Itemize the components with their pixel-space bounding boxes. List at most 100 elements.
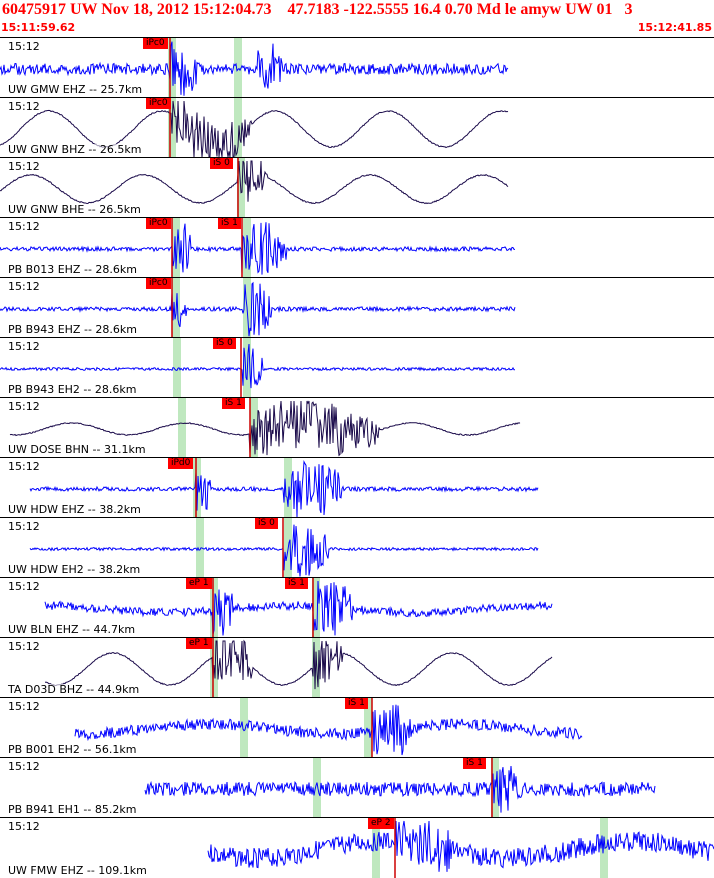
station-channel-label: PB B943 EH2 -- 28.6km bbox=[8, 383, 137, 396]
station-channel-label: PB B001 EH2 -- 56.1km bbox=[8, 743, 137, 756]
pick-label[interactable]: iS 0 bbox=[210, 158, 233, 169]
waveform-trace bbox=[207, 820, 714, 872]
seismogram-panels: iPc0 15:12 UW GMW EHZ -- 25.7km iPc0 15:12 UW… bbox=[0, 37, 714, 878]
waveform-trace bbox=[29, 460, 539, 517]
pick-label[interactable]: iPc0 bbox=[146, 98, 171, 109]
seismogram-panel[interactable]: iPd0 15:12 UW HDW EHZ -- 38.2km bbox=[0, 457, 714, 517]
waveform-trace bbox=[0, 222, 515, 275]
waveform-trace bbox=[0, 343, 515, 389]
pick-label[interactable]: iPc0 bbox=[146, 278, 171, 289]
waveform-canvas bbox=[44, 638, 553, 697]
seismogram-panel[interactable]: iPc0 15:12 UW GNW BHZ -- 26.5km bbox=[0, 97, 714, 157]
waveform-canvas bbox=[29, 518, 539, 577]
waveform-canvas bbox=[9, 398, 521, 457]
waveform-trace bbox=[0, 41, 509, 96]
panel-time-label: 15:12 bbox=[8, 100, 40, 113]
station-channel-label: UW GNW BHE -- 26.5km bbox=[8, 203, 141, 216]
station-channel-label: UW GNW BHZ -- 26.5km bbox=[8, 143, 142, 156]
waveform-trace bbox=[144, 765, 656, 813]
pick-label[interactable]: iPd0 bbox=[168, 458, 194, 469]
panel-time-label: 15:12 bbox=[8, 640, 40, 653]
panel-time-label: 15:12 bbox=[8, 520, 40, 533]
pick-label[interactable]: eP 1 bbox=[186, 638, 212, 649]
seismogram-panel[interactable]: iS 0 15:12 PB B943 EH2 -- 28.6km bbox=[0, 337, 714, 397]
seismogram-panel[interactable]: iS 1 15:12 UW DOSE BHN -- 31.1km bbox=[0, 397, 714, 457]
window-end-time: 15:12:41.85 bbox=[637, 21, 712, 34]
station-channel-label: UW GMW EHZ -- 25.7km bbox=[8, 83, 143, 96]
predicted-arrival-band bbox=[364, 698, 372, 757]
predicted-arrival-band bbox=[210, 578, 218, 637]
waveform-trace bbox=[44, 580, 553, 636]
seismogram-panel[interactable]: iS 0 15:12 UW GNW BHE -- 26.5km bbox=[0, 157, 714, 217]
seismogram-panel[interactable]: iS 0 15:12 UW HDW EH2 -- 38.2km bbox=[0, 517, 714, 577]
pick-label[interactable]: iS 0 bbox=[213, 338, 236, 349]
pick-label[interactable]: eP 2 bbox=[368, 818, 394, 829]
station-channel-label: UW BLN EHZ -- 44.7km bbox=[8, 623, 136, 636]
seismogram-panel[interactable]: iPc0 15:12 UW GMW EHZ -- 25.7km bbox=[0, 37, 714, 97]
station-channel-label: PB B941 EH1 -- 85.2km bbox=[8, 803, 137, 816]
pick-label[interactable]: iS 1 bbox=[218, 218, 241, 229]
waveform-canvas bbox=[0, 38, 509, 97]
pick-label[interactable]: eP 1 bbox=[186, 578, 212, 589]
event-title: 60475917 UW Nov 18, 2012 15:12:04.73 47.… bbox=[2, 1, 633, 18]
waveform-canvas bbox=[29, 458, 539, 517]
seismogram-panel[interactable]: iPc0 15:12 PB B943 EHZ -- 28.6km bbox=[0, 277, 714, 337]
predicted-arrival-band bbox=[240, 698, 248, 757]
waveform-canvas bbox=[74, 698, 583, 757]
panel-time-label: 15:12 bbox=[8, 820, 40, 833]
seismogram-panel[interactable]: iPc0 iS 1 15:12 PB B013 EHZ -- 28.6km bbox=[0, 217, 714, 277]
pick-label[interactable]: iS 1 bbox=[285, 578, 308, 589]
waveform-canvas bbox=[44, 578, 553, 637]
station-channel-label: TA D03D BHZ -- 44.9km bbox=[8, 683, 140, 696]
seismogram-panel[interactable]: eP 2 15:12 UW FMW EHZ -- 109.1km bbox=[0, 817, 714, 878]
seismogram-panel[interactable]: iS 1 15:12 PB B941 EH1 -- 85.2km bbox=[0, 757, 714, 817]
predicted-arrival-band bbox=[178, 398, 186, 457]
seismogram-panel[interactable]: eP 1 iS 1 15:12 UW BLN EHZ -- 44.7km bbox=[0, 577, 714, 637]
pick-label[interactable]: iS 1 bbox=[345, 698, 368, 709]
panel-time-label: 15:12 bbox=[8, 400, 40, 413]
seismogram-panel[interactable]: iS 1 15:12 PB B001 EH2 -- 56.1km bbox=[0, 697, 714, 757]
station-channel-label: UW HDW EHZ -- 38.2km bbox=[8, 503, 141, 516]
waveform-trace bbox=[44, 639, 553, 690]
pick-label[interactable]: iS 0 bbox=[255, 518, 278, 529]
seismogram-panel[interactable]: eP 1 15:12 TA D03D BHZ -- 44.9km bbox=[0, 637, 714, 697]
pick-label[interactable]: iS 1 bbox=[222, 398, 245, 409]
station-channel-label: PB B013 EHZ -- 28.6km bbox=[8, 263, 137, 276]
panel-time-label: 15:12 bbox=[8, 760, 40, 773]
waveform-trace bbox=[29, 524, 539, 577]
predicted-arrival-band bbox=[168, 38, 176, 97]
panel-time-label: 15:12 bbox=[8, 280, 40, 293]
predicted-arrival-band bbox=[600, 818, 608, 878]
predicted-arrival-band bbox=[234, 98, 242, 157]
station-channel-label: UW DOSE BHN -- 31.1km bbox=[8, 443, 146, 456]
predicted-arrival-band bbox=[173, 338, 181, 397]
pick-label[interactable]: iPc0 bbox=[143, 38, 168, 49]
predicted-arrival-band bbox=[234, 38, 242, 97]
station-channel-label: UW HDW EH2 -- 38.2km bbox=[8, 563, 141, 576]
waveform-trace bbox=[9, 400, 521, 457]
panel-time-label: 15:12 bbox=[8, 160, 40, 173]
panel-time-label: 15:12 bbox=[8, 220, 40, 233]
panel-time-label: 15:12 bbox=[8, 700, 40, 713]
predicted-arrival-band bbox=[284, 458, 292, 517]
station-channel-label: PB B943 EHZ -- 28.6km bbox=[8, 323, 137, 336]
predicted-arrival-band bbox=[196, 518, 204, 577]
panel-time-label: 15:12 bbox=[8, 40, 40, 53]
station-channel-label: UW FMW EHZ -- 109.1km bbox=[8, 864, 147, 877]
waveform-canvas bbox=[207, 818, 714, 878]
waveform-canvas bbox=[0, 218, 515, 277]
waveform-canvas bbox=[0, 278, 516, 337]
waveform-trace bbox=[74, 704, 583, 756]
pick-label[interactable]: iPc0 bbox=[146, 218, 171, 229]
predicted-arrival-band bbox=[312, 578, 320, 637]
panel-time-label: 15:12 bbox=[8, 340, 40, 353]
window-start-time: 15:11:59.62 bbox=[1, 21, 76, 34]
waveform-canvas bbox=[0, 338, 515, 397]
pick-label[interactable]: iS 1 bbox=[463, 758, 486, 769]
event-header: 60475917 UW Nov 18, 2012 15:12:04.73 47.… bbox=[0, 0, 714, 36]
panel-time-label: 15:12 bbox=[8, 580, 40, 593]
waveform-canvas bbox=[144, 758, 656, 817]
waveform-trace bbox=[0, 281, 516, 337]
predicted-arrival-band bbox=[193, 458, 201, 517]
waveform-canvas bbox=[0, 158, 509, 217]
